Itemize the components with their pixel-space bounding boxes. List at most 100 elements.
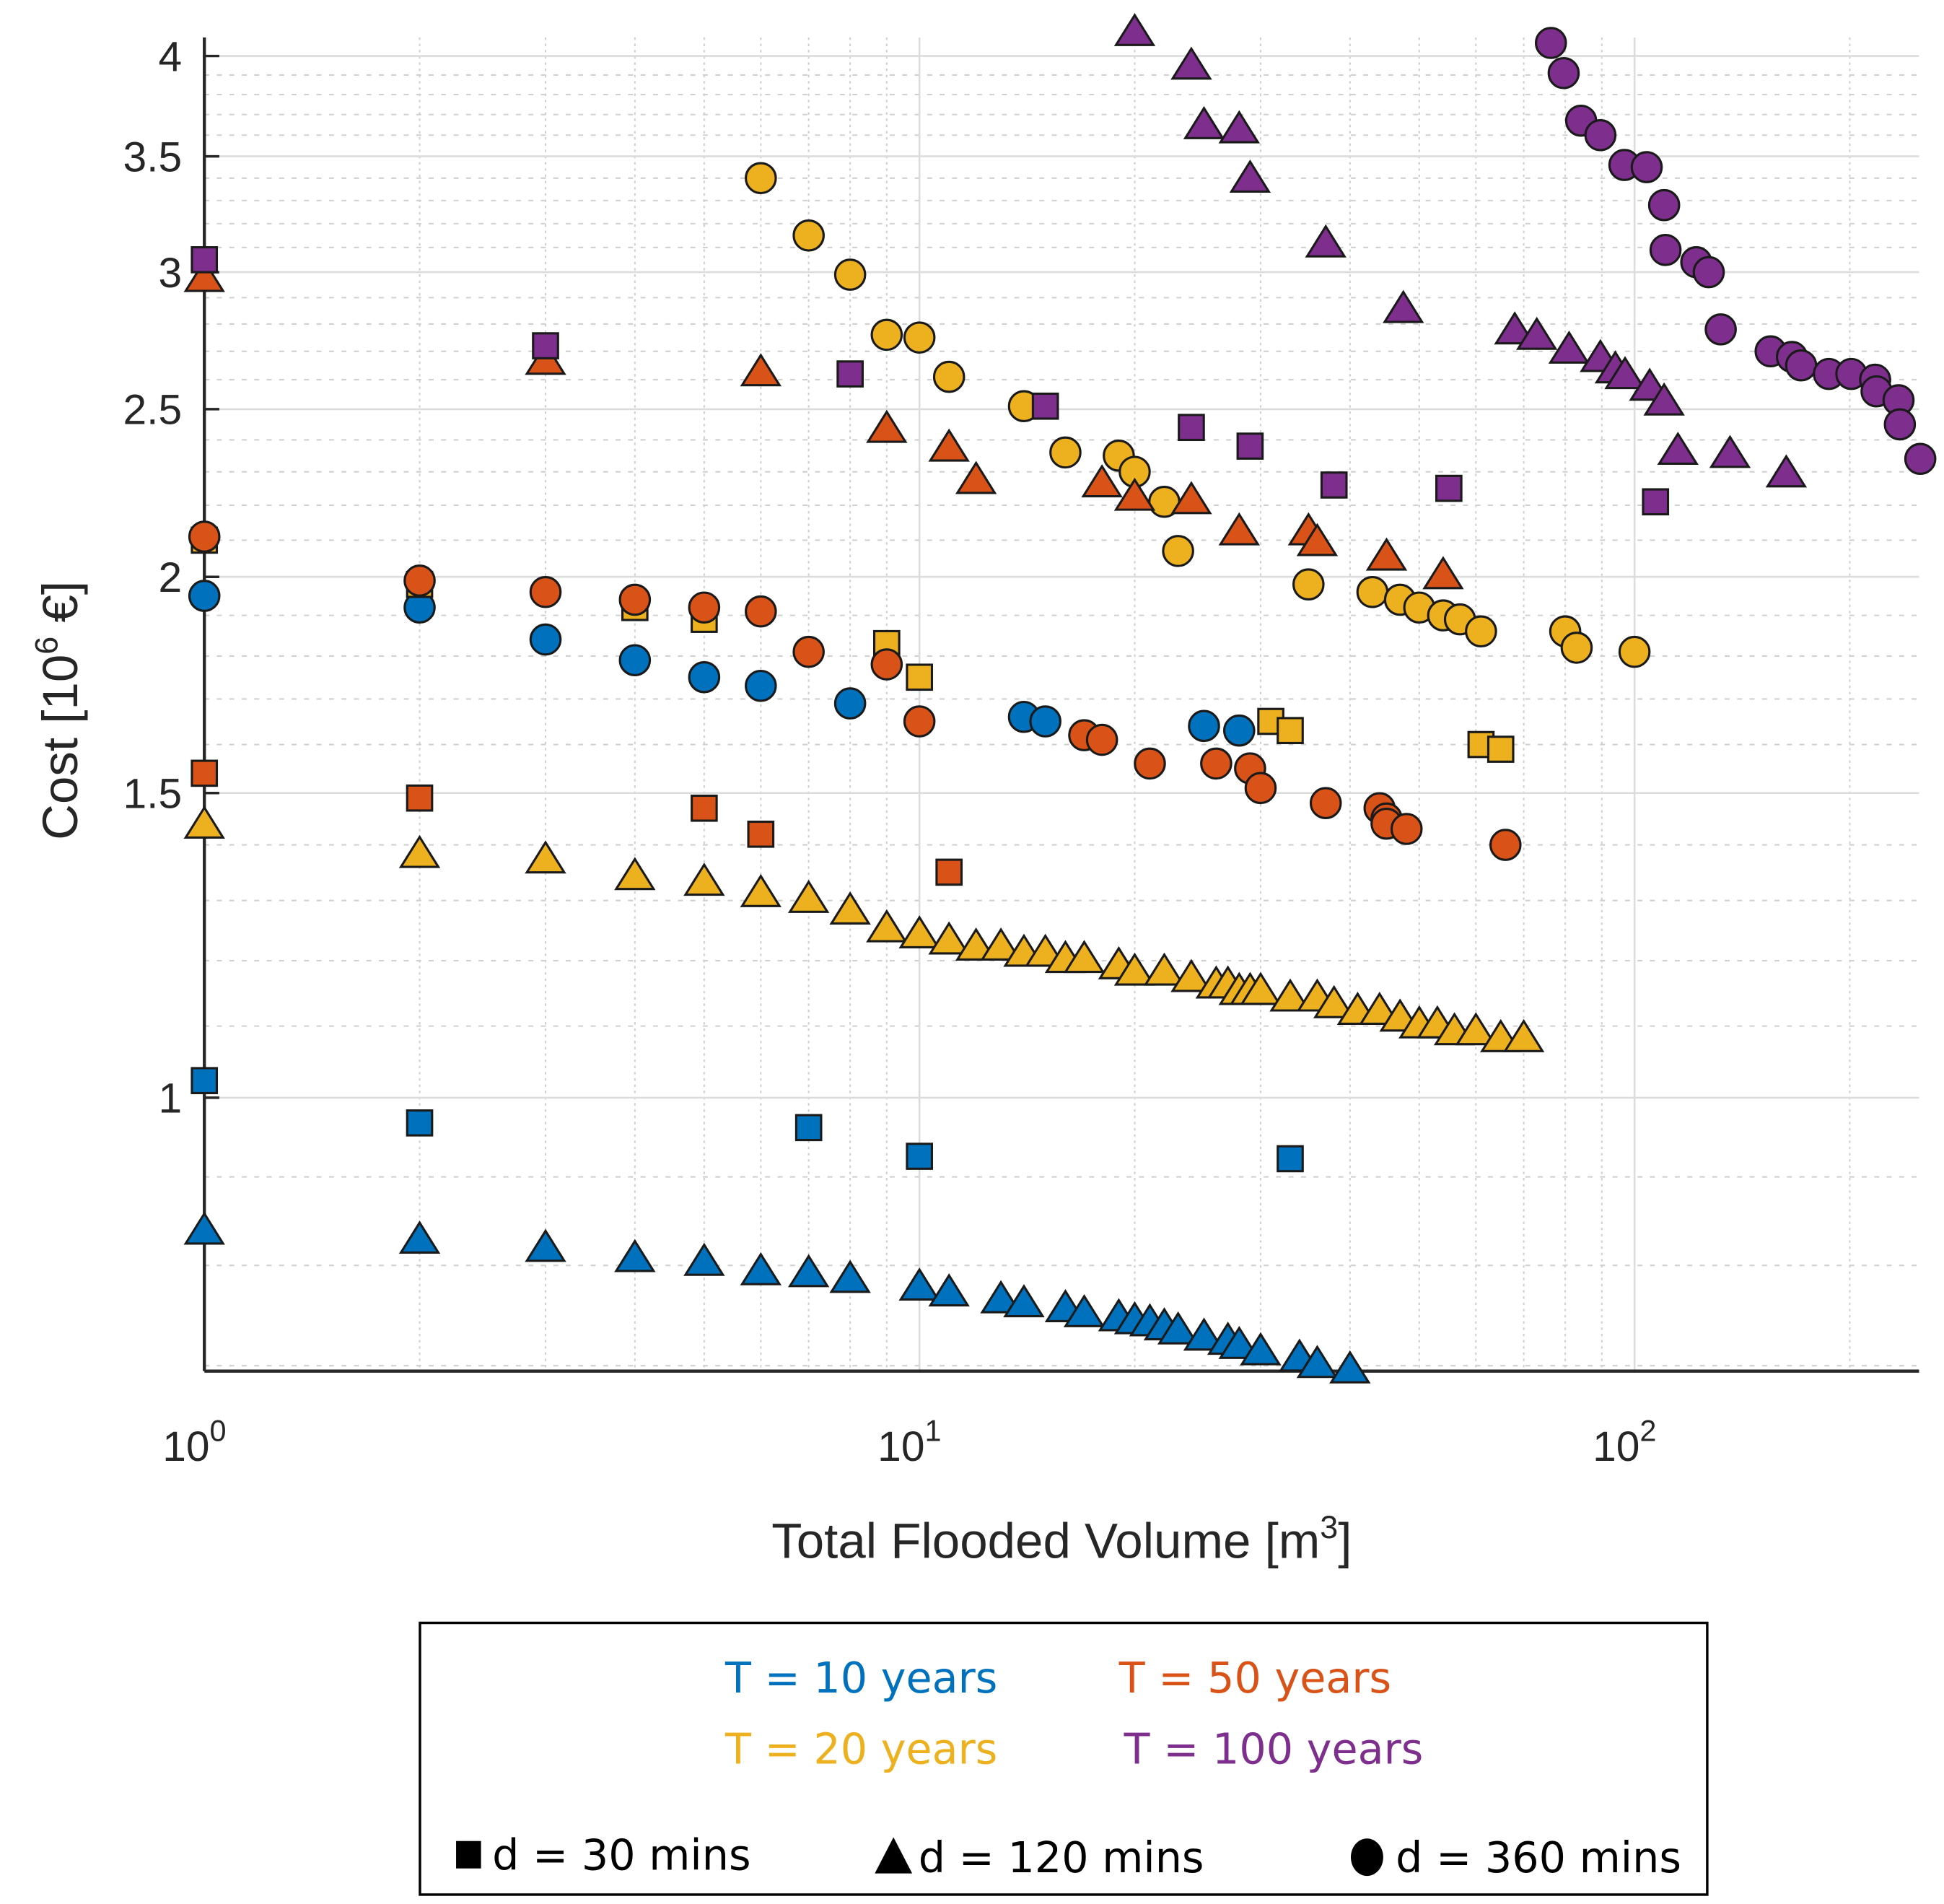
legend: T = 10 years T = 50 years T = 20 years T… [419, 1621, 1709, 1896]
legend-square-icon [456, 1840, 481, 1869]
circle-marker [1785, 349, 1818, 382]
circle-marker [745, 162, 777, 195]
circle-marker [1584, 118, 1617, 152]
triangle-marker [1170, 46, 1212, 80]
x-tick-label: 102 [1593, 1413, 1656, 1470]
series-t-100-d-120 [1113, 12, 1808, 488]
triangle-marker [1643, 382, 1685, 416]
triangle-marker [1548, 330, 1590, 364]
square-marker [747, 820, 775, 848]
triangle-marker [928, 428, 970, 462]
triangle-marker [866, 909, 908, 943]
x-axis-label: Total Flooded Volume [m3] [771, 1508, 1352, 1569]
square-marker [191, 759, 219, 787]
triangle-marker [1313, 984, 1355, 1018]
circle-marker [1692, 256, 1725, 289]
series-t-100-d-30 [191, 246, 1670, 516]
square-marker [406, 784, 434, 812]
circle-marker [618, 644, 652, 676]
circle-marker [1223, 714, 1256, 747]
y-tick-label: 4 [158, 33, 182, 80]
grid [203, 37, 1919, 1371]
data-points [183, 12, 1937, 1384]
triangle-marker [955, 460, 997, 494]
circle-marker [688, 660, 721, 694]
square-marker [836, 360, 864, 388]
circle-marker [1649, 234, 1682, 266]
square-marker [906, 663, 933, 691]
circle-marker [618, 583, 652, 616]
triangle-marker [614, 857, 656, 891]
triangle-marker [1296, 1345, 1339, 1379]
triangle-marker [1383, 289, 1424, 323]
series-t-10-d-360 [188, 580, 1256, 747]
triangle-marker [1063, 1293, 1105, 1327]
triangle-marker [1170, 958, 1212, 992]
circle-marker [1489, 829, 1522, 861]
circle-marker [1292, 568, 1325, 601]
triangle-marker [980, 1280, 1022, 1314]
square-marker [191, 246, 219, 274]
circle-marker [1029, 705, 1061, 738]
triangle-marker [1709, 434, 1751, 468]
triangle-marker [1240, 971, 1282, 1005]
triangle-marker [1183, 105, 1225, 139]
square-marker [1487, 735, 1515, 763]
circle-marker [792, 635, 825, 668]
square-marker [1277, 717, 1304, 745]
series-t-20-d-120 [183, 805, 1545, 1052]
legend-d360: d = 360 mins [1396, 1833, 1681, 1882]
triangle-marker [183, 805, 225, 839]
square-marker [1642, 488, 1670, 516]
triangle-marker [740, 873, 782, 907]
circle-marker [1465, 615, 1497, 648]
square-marker [906, 1143, 933, 1170]
triangle-marker [1494, 311, 1536, 345]
circle-marker [1534, 27, 1567, 59]
triangle-marker [955, 927, 997, 961]
series-t-50-d-120 [183, 258, 1464, 590]
y-tick-label: 2.5 [123, 387, 183, 434]
circle-marker [1547, 56, 1580, 89]
y-tick-label: 3.5 [123, 134, 183, 180]
axes: 100 101 102 1 1.5 2 2.5 3 3.5 4 [123, 33, 1919, 1470]
triangle-marker [787, 879, 830, 913]
triangle-marker [1765, 454, 1808, 488]
triangle-marker [1113, 952, 1156, 986]
circle-marker [1390, 813, 1423, 845]
triangle-marker [980, 927, 1022, 961]
x-tick-label: 100 [162, 1413, 226, 1470]
triangle-marker [1218, 110, 1260, 144]
square-marker [191, 1067, 219, 1095]
circle-marker [745, 595, 777, 628]
triangle-marker [1170, 481, 1212, 515]
y-axis-label: Cost [106 €] [27, 581, 88, 840]
triangle-marker [1157, 1311, 1199, 1345]
series-t-50-d-30 [191, 759, 963, 886]
circle-marker [903, 321, 936, 354]
series-t-100-d-360 [1534, 27, 1937, 476]
square-marker [1320, 471, 1348, 499]
series-t-10-d-120 [183, 1211, 1371, 1384]
y-tick-label: 1 [158, 1075, 182, 1122]
circle-marker [932, 360, 966, 393]
triangle-marker [398, 834, 441, 868]
triangle-marker [1604, 356, 1646, 390]
triangle-marker [829, 891, 871, 925]
square-marker [532, 332, 559, 359]
triangle-marker [683, 1242, 725, 1276]
triangle-marker [1218, 1325, 1260, 1359]
series-t-20-d-30 [191, 526, 1515, 763]
triangle-marker [1502, 1018, 1545, 1052]
circle-marker [870, 648, 903, 681]
circle-marker [529, 575, 562, 608]
triangle-marker [1455, 1012, 1497, 1046]
triangle-marker [1183, 1317, 1225, 1351]
triangle-marker [866, 409, 908, 443]
x-tick-label: 101 [877, 1413, 941, 1470]
circle-marker [1647, 188, 1681, 222]
square-marker [691, 794, 718, 822]
square-marker [1031, 392, 1059, 420]
triangle-marker [1113, 12, 1156, 46]
triangle-marker [740, 353, 782, 387]
